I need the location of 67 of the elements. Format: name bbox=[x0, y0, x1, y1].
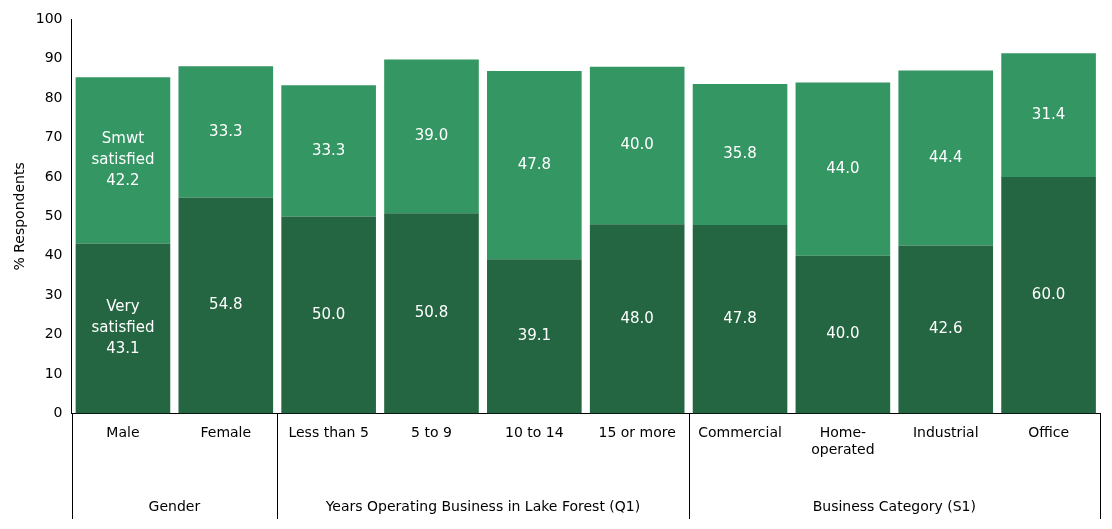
series-label: Smwt satisfied bbox=[91, 129, 155, 169]
y-tick-label: 80 bbox=[44, 88, 63, 105]
bar bbox=[589, 66, 685, 225]
bar bbox=[487, 259, 582, 414]
data-label: 60.0 bbox=[1031, 285, 1066, 304]
bar bbox=[75, 77, 171, 244]
data-label: 44.0 bbox=[826, 159, 860, 178]
series-label: Very satisfied bbox=[91, 297, 155, 337]
bar bbox=[281, 85, 376, 217]
y-tick-label: 50 bbox=[44, 207, 63, 224]
data-label: 43.1 bbox=[106, 339, 140, 358]
y-tick-label: 60 bbox=[44, 167, 63, 184]
y-tick-label: 100 bbox=[35, 10, 63, 27]
bar bbox=[281, 216, 376, 414]
bar bbox=[1001, 177, 1096, 414]
x-tick-label: Male bbox=[106, 424, 140, 441]
y-tick-label: 90 bbox=[44, 49, 63, 66]
text: Gender bbox=[148, 497, 201, 514]
x-tick-label: Female bbox=[200, 424, 252, 441]
data-label: 47.8 bbox=[517, 155, 552, 174]
x-tick-label: Commercial bbox=[698, 424, 782, 441]
data-label: 44.4 bbox=[929, 147, 963, 166]
bar bbox=[898, 70, 994, 246]
data-label: 54.8 bbox=[209, 295, 243, 314]
text: Business Category (S1) bbox=[812, 497, 976, 514]
bar bbox=[589, 224, 685, 414]
data-label: 39.0 bbox=[414, 126, 449, 145]
data-label: 31.4 bbox=[1031, 105, 1066, 124]
bar bbox=[795, 82, 891, 256]
y-tick-label: 0 bbox=[53, 404, 63, 421]
bar bbox=[384, 213, 479, 414]
y-tick-label: 30 bbox=[44, 285, 63, 302]
y-tick-label: 10 bbox=[44, 364, 63, 381]
bar bbox=[692, 84, 788, 226]
data-label: 50.8 bbox=[414, 303, 449, 322]
text: Years Operating Business in Lake Forest (Q1) bbox=[324, 497, 641, 514]
y-tick-label: 40 bbox=[44, 246, 63, 263]
bar bbox=[75, 243, 171, 414]
x-tick-label: Industrial bbox=[912, 424, 979, 441]
x-tick-label: 10 to 14 bbox=[505, 424, 564, 441]
x-tick-label: Home-operated bbox=[811, 424, 875, 458]
x-tick-label: Office bbox=[1028, 424, 1070, 441]
bar bbox=[795, 255, 891, 414]
data-label: 47.8 bbox=[723, 309, 757, 328]
y-tick-label: 20 bbox=[44, 325, 63, 342]
data-label: 33.3 bbox=[209, 121, 243, 140]
data-label: 39.1 bbox=[517, 326, 552, 345]
bar bbox=[384, 59, 479, 214]
bar bbox=[692, 225, 788, 414]
data-label: 40.0 bbox=[826, 324, 860, 343]
x-tick-label: Less than 5 bbox=[288, 424, 369, 441]
bar bbox=[898, 245, 994, 414]
x-tick-label: 15 or more bbox=[598, 424, 676, 441]
bar bbox=[1001, 53, 1096, 177]
data-label: 42.6 bbox=[929, 319, 963, 338]
bar bbox=[487, 71, 582, 260]
data-label: 35.8 bbox=[723, 144, 757, 163]
x-tick-label: 5 to 9 bbox=[411, 424, 452, 441]
data-label: 48.0 bbox=[620, 308, 654, 327]
data-label: 50.0 bbox=[311, 304, 346, 323]
bar bbox=[178, 197, 274, 414]
data-label: 40.0 bbox=[620, 135, 654, 154]
data-label: 42.2 bbox=[106, 171, 140, 190]
bar bbox=[178, 66, 274, 198]
data-label: 33.3 bbox=[311, 140, 346, 159]
y-tick-label: 70 bbox=[44, 128, 63, 145]
y-axis-title: % Respondents bbox=[11, 162, 28, 271]
